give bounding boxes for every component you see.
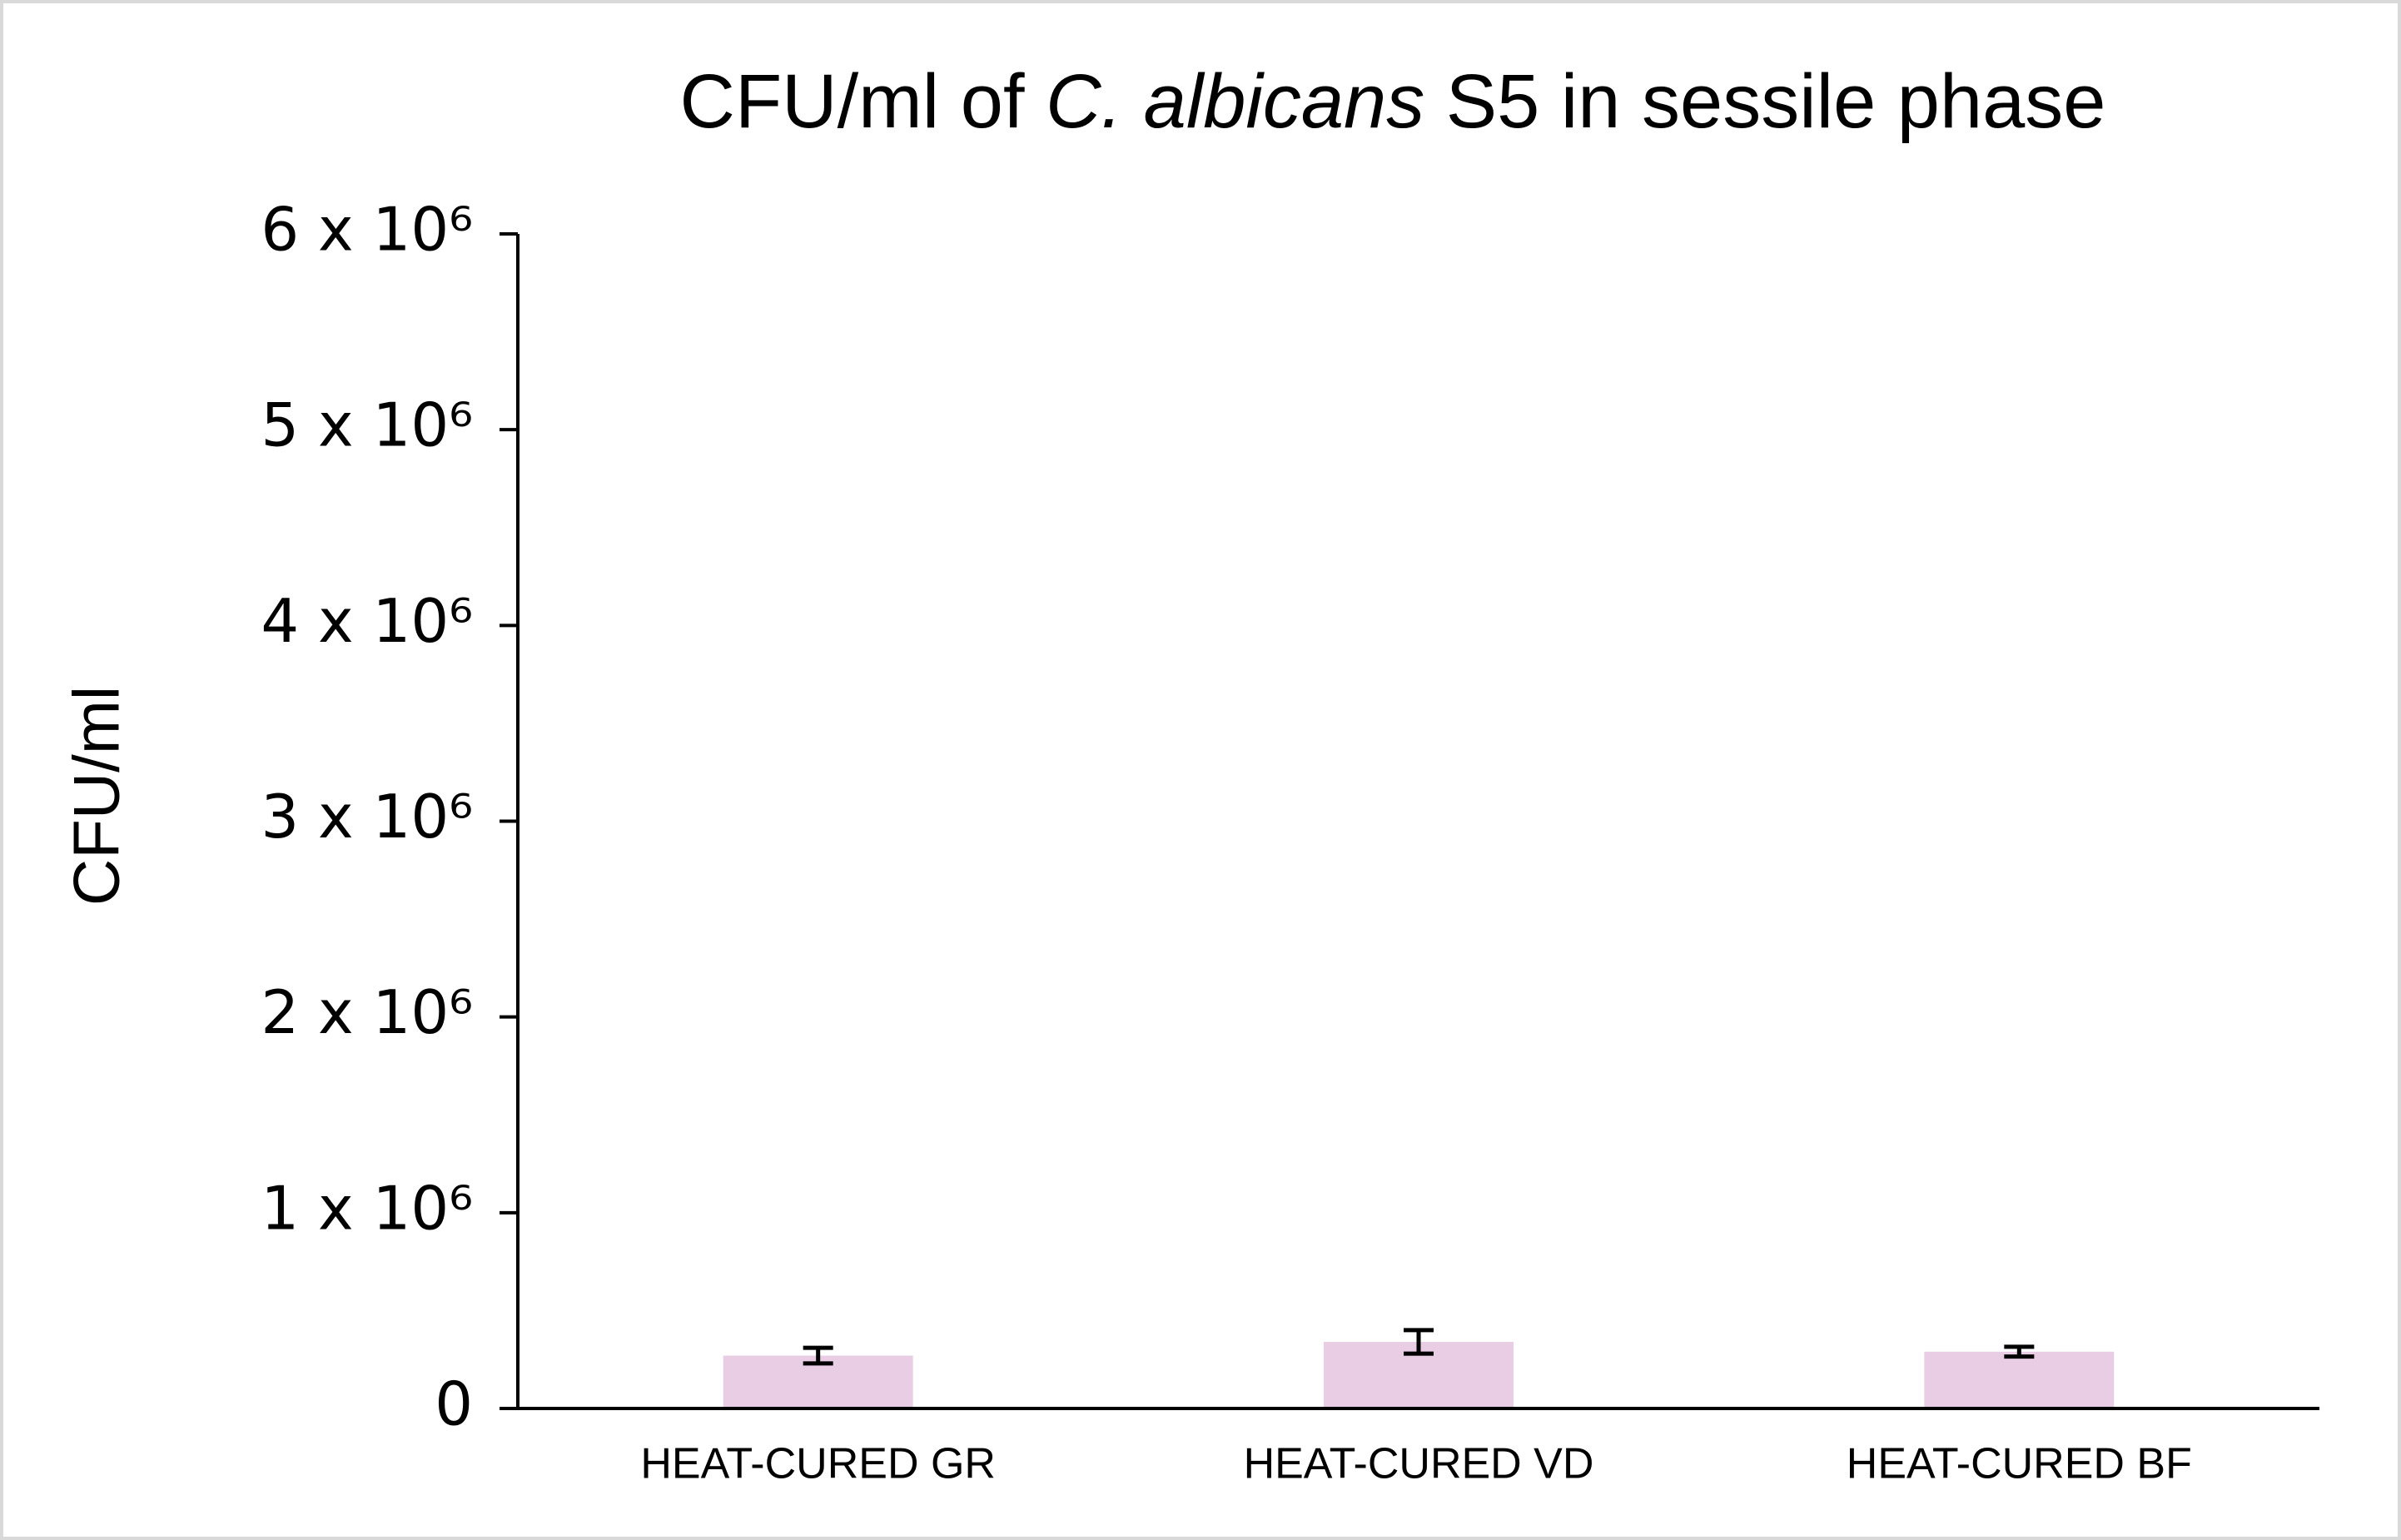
bar: [1924, 1351, 2115, 1408]
y-tick-label: 0: [435, 1369, 473, 1439]
y-axis-label: CFU/ml: [60, 686, 133, 906]
error-bar: [803, 1345, 833, 1366]
y-tick-label: 2 x 10⁶: [261, 977, 473, 1047]
y-tick-label: 6 x 10⁶: [261, 195, 473, 265]
x-tick-label: HEAT-CURED GR: [640, 1440, 996, 1488]
chart-title: CFU/ml of C. albicans S5 in sessile phas…: [680, 59, 2106, 144]
title-part: CFU/ml of: [680, 59, 1025, 144]
error-bar: [2004, 1344, 2035, 1359]
y-tick-label: 3 x 10⁶: [261, 782, 473, 852]
y-tick-label: 5 x 10⁶: [261, 390, 473, 460]
x-tick-label: HEAT-CURED VD: [1244, 1440, 1594, 1488]
y-tick-label: 1 x 10⁶: [261, 1173, 473, 1243]
y-tick-label: 4 x 10⁶: [261, 586, 473, 656]
x-tick-label: HEAT-CURED BF: [1847, 1440, 2192, 1488]
title-part: S5 in sessile phase: [1446, 59, 2106, 144]
title-species: C. albicans: [1046, 59, 1424, 144]
error-bar: [1404, 1328, 1434, 1356]
